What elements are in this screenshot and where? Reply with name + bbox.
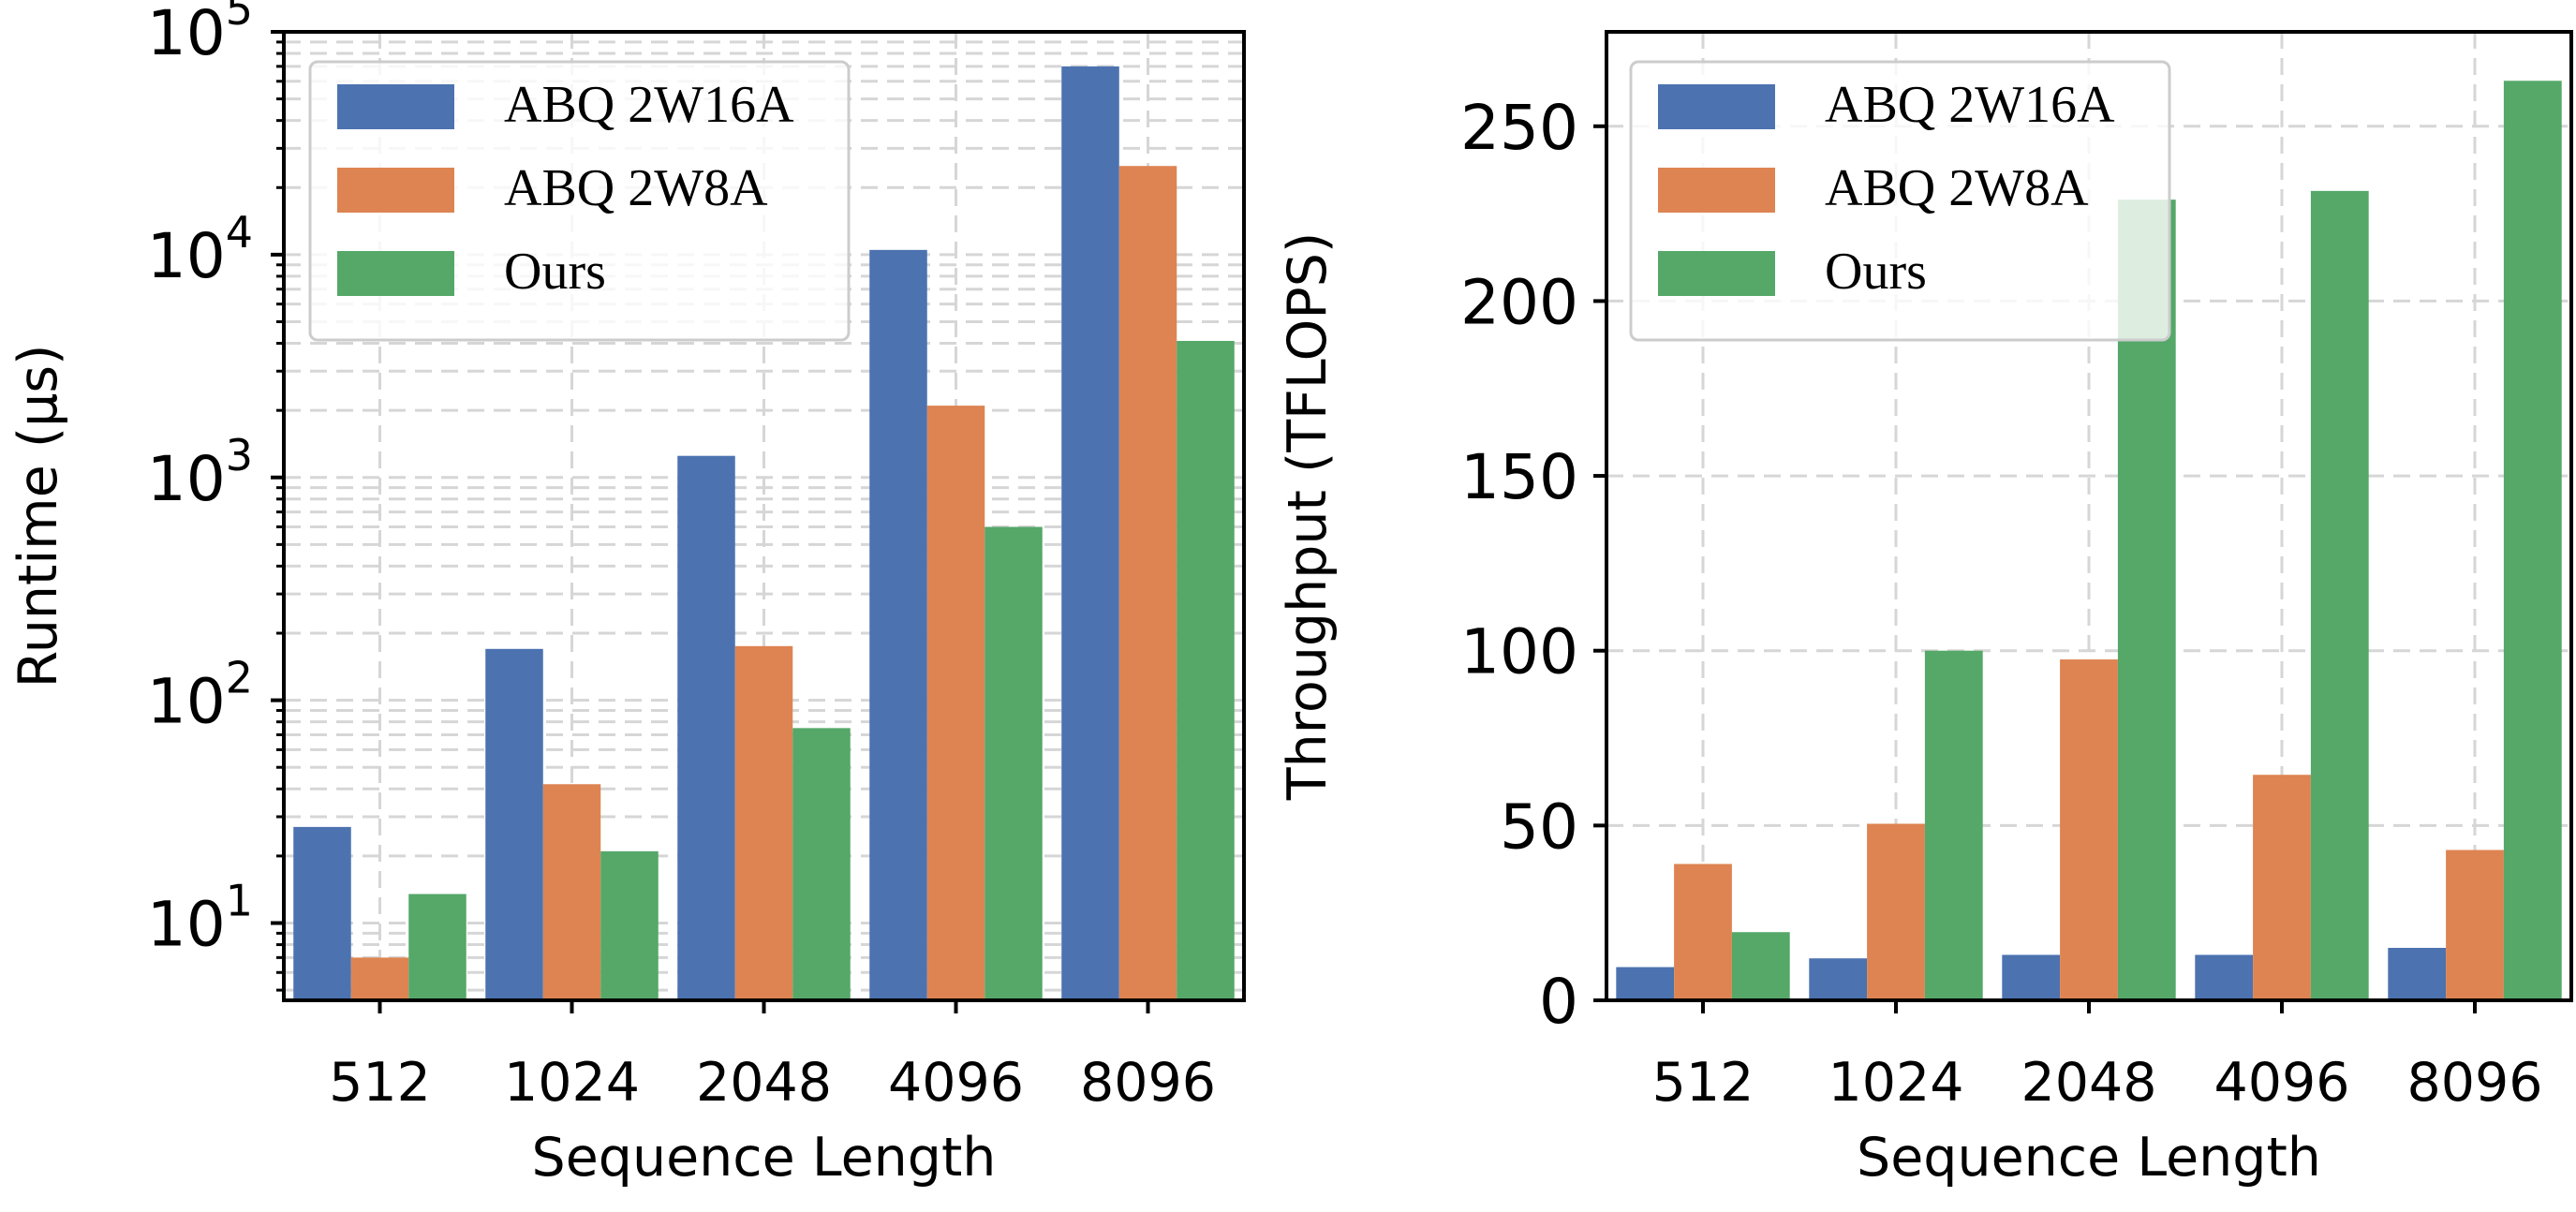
bar-abq-2w16a-4096: [869, 249, 927, 1000]
bar-abq-2w16a-4096: [2195, 954, 2254, 1000]
legend-swatch: [1658, 84, 1775, 129]
y-tick-label: 101: [147, 876, 253, 961]
bar-ours-8096: [2503, 81, 2562, 1000]
bar-abq-2w16a-1024: [485, 648, 543, 1000]
bar-ours-4096: [985, 526, 1043, 1000]
legend-label: ABQ 2W16A: [504, 76, 794, 134]
legend-label: ABQ 2W16A: [1825, 76, 2115, 134]
x-tick-label: 8096: [1080, 1052, 1216, 1114]
x-tick-label: 4096: [2213, 1052, 2349, 1114]
y-tick-label: 102: [147, 653, 253, 738]
y-tick-label: 150: [1460, 441, 1578, 513]
runtime-legend: ABQ 2W16A ABQ 2W8A Ours: [308, 60, 851, 342]
bar-ours-4096: [2310, 190, 2369, 1000]
x-tick-label: 1024: [504, 1052, 640, 1114]
legend-label: ABQ 2W8A: [504, 159, 768, 217]
bar-abq-2w8a-2048: [2060, 659, 2118, 1000]
x-tick-label: 4096: [888, 1052, 1024, 1114]
bar-abq-2w16a-8096: [1061, 66, 1119, 1000]
throughput-x-axis-title: Sequence Length: [1857, 1127, 2321, 1189]
runtime-ticks: 101 102 103 104 105 512 1024 2048 4096 8096: [147, 0, 1216, 1114]
legend-swatch: [1658, 168, 1775, 213]
legend-swatch: [1658, 251, 1775, 296]
throughput-ticks: 0 50 100 150 200 250 512 1024 2048 4096 8096: [1460, 92, 2543, 1114]
runtime-chart: 101 102 103 104 105 512 1024 2048 4096 8096 ABQ 2…: [7, 0, 1246, 1189]
throughput-chart: 0 50 100 150 200 250 512 1024 2048 4096 8096 ABQ 2…: [1277, 30, 2573, 1189]
runtime-bars: [293, 66, 1235, 1001]
bar-ours-8096: [1177, 340, 1235, 1000]
legend-swatch: [337, 168, 454, 213]
legend-label: ABQ 2W8A: [1825, 159, 2089, 217]
y-tick-label: 105: [147, 0, 253, 69]
bar-abq-2w8a-512: [1674, 864, 1732, 1000]
bar-abq-2w16a-2048: [677, 455, 735, 1000]
y-tick-label: 200: [1460, 266, 1578, 338]
bar-abq-2w8a-512: [350, 957, 409, 1000]
bar-ours-512: [408, 894, 466, 1000]
legend-swatch: [337, 84, 454, 129]
bar-abq-2w8a-4096: [2253, 775, 2311, 1000]
bar-ours-1024: [600, 850, 659, 1000]
y-tick-label: 0: [1539, 966, 1578, 1038]
bar-ours-1024: [1924, 650, 1983, 1000]
bar-abq-2w8a-1024: [1867, 823, 1925, 1000]
x-tick-label: 512: [1652, 1052, 1754, 1114]
bar-abq-2w16a-512: [293, 826, 351, 1000]
bar-abq-2w16a-2048: [2002, 954, 2061, 1000]
bar-abq-2w8a-2048: [734, 645, 793, 1000]
x-tick-label: 2048: [2021, 1052, 2156, 1114]
legend-swatch: [337, 251, 454, 296]
runtime-y-axis-title: Runtime (μs): [7, 345, 69, 688]
runtime-x-axis-title: Sequence Length: [532, 1127, 997, 1189]
y-tick-label: 104: [147, 207, 253, 292]
y-tick-label: 50: [1500, 791, 1578, 863]
throughput-legend: ABQ 2W16A ABQ 2W8A Ours: [1629, 60, 2171, 342]
x-tick-label: 2048: [696, 1052, 832, 1114]
x-tick-label: 512: [329, 1052, 431, 1114]
legend-label: Ours: [1825, 243, 1927, 301]
y-tick-label: 103: [147, 430, 253, 515]
y-tick-label: 250: [1460, 92, 1578, 164]
legend-label: Ours: [504, 243, 606, 301]
bar-abq-2w8a-8096: [1118, 166, 1177, 1000]
throughput-y-axis-title: Throughput (TFLOPS): [1277, 232, 1339, 801]
bar-abq-2w8a-4096: [926, 406, 985, 1001]
x-tick-label: 1024: [1828, 1052, 1963, 1114]
x-tick-label: 8096: [2406, 1052, 2542, 1114]
bar-abq-2w16a-8096: [2388, 948, 2447, 1000]
bar-abq-2w16a-512: [1616, 967, 1675, 1000]
bar-ours-2048: [792, 728, 851, 1000]
bar-abq-2w8a-8096: [2446, 850, 2504, 1000]
bar-abq-2w16a-1024: [1809, 958, 1868, 1000]
bar-ours-512: [1731, 932, 1790, 1000]
bar-abq-2w8a-1024: [542, 784, 601, 1000]
y-tick-label: 100: [1460, 616, 1578, 688]
throughput-bars: [1616, 81, 2562, 1001]
